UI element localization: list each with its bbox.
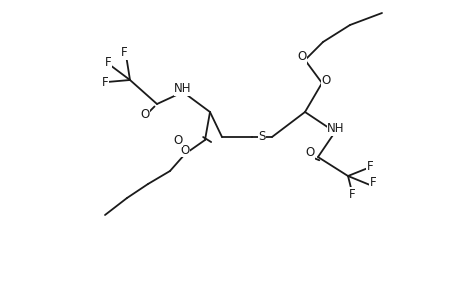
Text: F: F — [348, 188, 354, 200]
Text: O: O — [180, 143, 189, 157]
Text: O: O — [140, 107, 149, 121]
Text: F: F — [366, 160, 373, 172]
Text: NH: NH — [174, 82, 191, 95]
Text: F: F — [369, 176, 375, 190]
Text: NH: NH — [326, 122, 344, 136]
Text: F: F — [120, 46, 127, 59]
Text: O: O — [173, 134, 182, 146]
Text: F: F — [101, 76, 108, 89]
Text: S: S — [258, 130, 265, 143]
Text: O: O — [305, 146, 314, 160]
Text: O: O — [321, 74, 330, 86]
Text: F: F — [105, 56, 111, 70]
Text: O: O — [297, 50, 306, 64]
